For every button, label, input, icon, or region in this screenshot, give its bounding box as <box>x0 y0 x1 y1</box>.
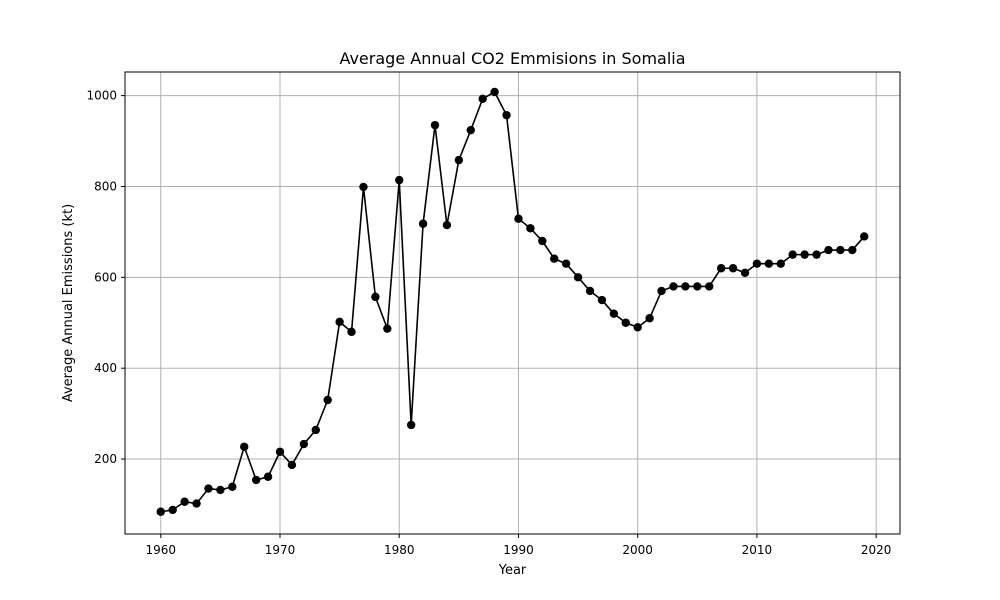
data-point <box>466 125 475 135</box>
x-tick-label: 2020 <box>861 543 892 557</box>
data-point <box>490 87 499 97</box>
data-point <box>550 254 559 263</box>
data-point <box>323 395 332 405</box>
data-point <box>538 236 547 246</box>
data-point <box>192 499 201 508</box>
data-point <box>609 309 619 318</box>
data-point <box>752 259 762 268</box>
data-point <box>156 507 165 516</box>
data-point <box>299 439 309 449</box>
data-point <box>728 264 738 273</box>
data-point <box>514 214 523 223</box>
data-point <box>430 120 440 130</box>
data-point <box>359 182 368 192</box>
y-tick-label: 400 <box>94 361 117 375</box>
data-point <box>287 460 297 470</box>
x-tick-label: 1960 <box>145 543 176 557</box>
x-tick-label: 2010 <box>742 543 773 557</box>
data-point <box>800 250 809 259</box>
x-axis-label: Year <box>498 563 527 578</box>
data-point <box>383 324 392 333</box>
data-point <box>597 295 607 305</box>
data-point <box>478 94 487 104</box>
chart-title: Average Annual CO2 Emmisions in Somalia <box>339 49 685 68</box>
data-point <box>812 250 821 259</box>
data-point <box>454 155 464 165</box>
data-point <box>263 472 273 481</box>
data-point <box>371 292 380 302</box>
data-point <box>824 245 833 255</box>
data-point <box>347 327 356 337</box>
data-point <box>216 485 225 495</box>
y-tick-label: 800 <box>94 179 117 193</box>
data-point <box>180 497 189 506</box>
y-axis-label: Average Annual Emissions (kt) <box>61 204 76 402</box>
data-point <box>168 505 177 515</box>
data-point <box>716 264 726 273</box>
x-tick-label: 1980 <box>384 543 415 557</box>
data-point <box>240 442 249 451</box>
data-point <box>526 224 535 233</box>
data-point <box>502 110 511 120</box>
data-point <box>740 268 750 277</box>
x-tick-label: 2000 <box>622 543 653 557</box>
data-point <box>621 318 630 327</box>
series-line <box>160 91 865 513</box>
data-point <box>657 286 666 296</box>
data-point <box>788 250 797 259</box>
x-tick-label: 1970 <box>265 543 296 557</box>
plot-frame <box>124 71 901 535</box>
data-point <box>681 282 690 291</box>
data-point <box>585 286 595 296</box>
data-point <box>836 245 845 255</box>
data-point <box>228 482 237 491</box>
data-point <box>860 232 869 241</box>
y-tick-label: 600 <box>94 270 117 284</box>
data-point <box>693 282 702 291</box>
data-point <box>633 323 642 332</box>
data-point <box>275 447 285 456</box>
y-tick-label: 1000 <box>86 89 117 103</box>
y-tick-label: 200 <box>94 452 117 466</box>
data-point <box>573 273 583 282</box>
data-point <box>561 259 571 268</box>
data-point <box>406 420 416 430</box>
data-point <box>311 425 320 435</box>
data-point <box>645 314 654 323</box>
data-point <box>669 282 678 291</box>
x-tick-label: 1990 <box>503 543 534 557</box>
data-point <box>705 282 714 291</box>
data-point <box>848 245 857 255</box>
data-point <box>335 317 344 327</box>
data-point <box>442 220 452 230</box>
data-point <box>395 175 404 185</box>
data-point <box>764 259 774 268</box>
data-point <box>776 259 785 268</box>
data-point <box>418 219 428 228</box>
data-point <box>251 475 261 485</box>
data-point <box>204 484 213 493</box>
